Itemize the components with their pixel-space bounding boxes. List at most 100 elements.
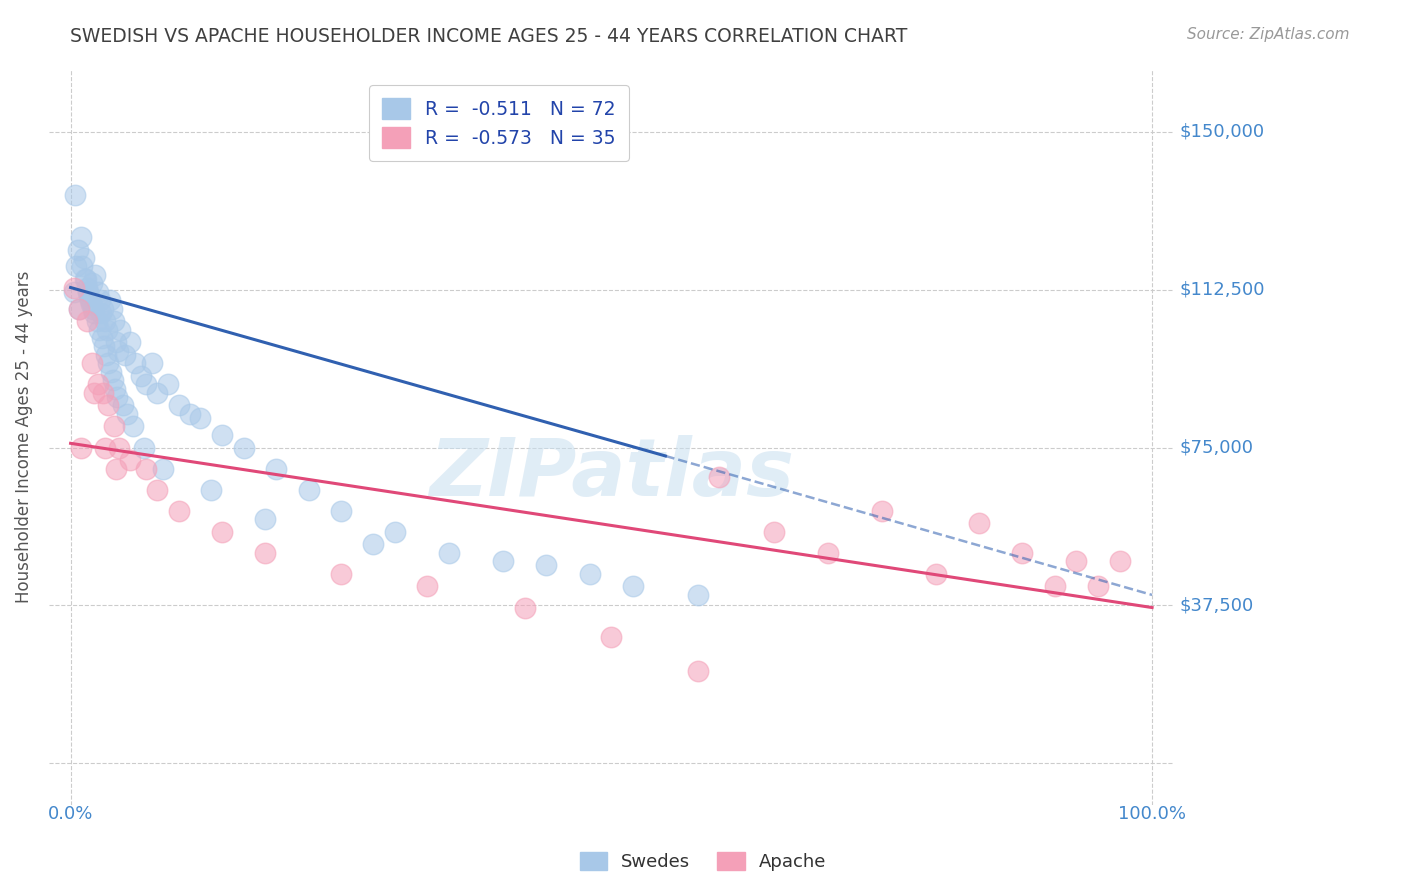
Y-axis label: Householder Income Ages 25 - 44 years: Householder Income Ages 25 - 44 years (15, 271, 32, 603)
Text: 0.0%: 0.0% (48, 805, 93, 823)
Point (179, 407, 201, 421)
Point (254, 546, 277, 560)
Legend: R =  -0.511   N = 72, R =  -0.573   N = 35: R = -0.511 N = 72, R = -0.573 N = 35 (368, 86, 628, 161)
Point (114, 348, 136, 362)
Point (437, 546, 460, 560)
Point (67, 301, 90, 316)
Text: Source: ZipAtlas.com: Source: ZipAtlas.com (1187, 27, 1350, 42)
Point (75, 272, 97, 286)
Legend: Swedes, Apache: Swedes, Apache (572, 845, 834, 879)
Point (110, 323, 132, 337)
Point (536, 558, 558, 573)
Point (146, 385, 169, 400)
Point (297, 483, 319, 497)
Point (135, 377, 157, 392)
Text: $112,500: $112,500 (1180, 281, 1264, 299)
Point (96, 323, 118, 337)
Point (232, 441, 254, 455)
Point (82, 277, 104, 291)
Point (82, 356, 104, 370)
Point (104, 382, 127, 396)
Point (122, 419, 145, 434)
Point (167, 504, 190, 518)
Point (264, 461, 287, 475)
Point (330, 504, 353, 518)
Point (600, 630, 623, 644)
Point (105, 335, 128, 350)
Point (63, 285, 86, 299)
Point (65, 260, 87, 274)
Point (90, 306, 112, 320)
Point (84, 268, 107, 282)
Point (100, 365, 122, 379)
Point (686, 588, 709, 602)
Point (86, 314, 108, 328)
Text: 100.0%: 100.0% (1118, 805, 1187, 823)
Point (70, 441, 93, 455)
Point (817, 546, 839, 560)
Point (91, 331, 114, 345)
Point (200, 483, 222, 497)
Point (416, 580, 439, 594)
Point (925, 566, 948, 581)
Point (363, 537, 385, 551)
Point (98, 293, 121, 307)
Point (94, 441, 117, 455)
Point (384, 524, 406, 539)
Point (141, 356, 163, 370)
Point (89, 293, 111, 307)
Point (63, 280, 86, 294)
Point (91, 385, 114, 400)
Point (97, 399, 120, 413)
Point (105, 461, 128, 475)
Point (87, 323, 110, 337)
Point (621, 580, 644, 594)
Point (96, 348, 118, 362)
Point (330, 566, 353, 581)
Point (67, 301, 90, 316)
Point (1043, 580, 1066, 594)
Point (77, 289, 100, 303)
Point (86, 377, 108, 392)
Point (82, 301, 104, 316)
Text: $150,000: $150,000 (1180, 123, 1264, 141)
Point (80, 297, 103, 311)
Point (76, 314, 98, 328)
Point (686, 664, 709, 678)
Point (120, 453, 142, 467)
Point (94, 314, 117, 328)
Point (513, 600, 536, 615)
Point (124, 356, 146, 370)
Point (63, 187, 86, 202)
Point (105, 390, 128, 404)
Point (107, 343, 129, 358)
Point (211, 428, 233, 442)
Point (77, 285, 100, 299)
Point (72, 260, 94, 274)
Point (1011, 546, 1033, 560)
Point (1108, 554, 1130, 568)
Point (134, 441, 156, 455)
Point (83, 385, 105, 400)
Point (73, 272, 96, 286)
Point (254, 512, 277, 526)
Point (120, 335, 142, 350)
Point (1087, 580, 1109, 594)
Text: $37,500: $37,500 (1180, 597, 1253, 615)
Point (108, 441, 131, 455)
Point (83, 306, 105, 320)
Point (709, 470, 731, 484)
Point (211, 524, 233, 539)
Point (870, 504, 893, 518)
Point (67, 243, 90, 257)
Point (70, 230, 93, 244)
Point (76, 280, 98, 294)
Point (190, 411, 212, 425)
Point (72, 251, 94, 265)
Point (156, 377, 179, 392)
Point (167, 399, 190, 413)
Point (86, 285, 108, 299)
Point (79, 293, 101, 307)
Point (100, 301, 122, 316)
Point (129, 368, 152, 383)
